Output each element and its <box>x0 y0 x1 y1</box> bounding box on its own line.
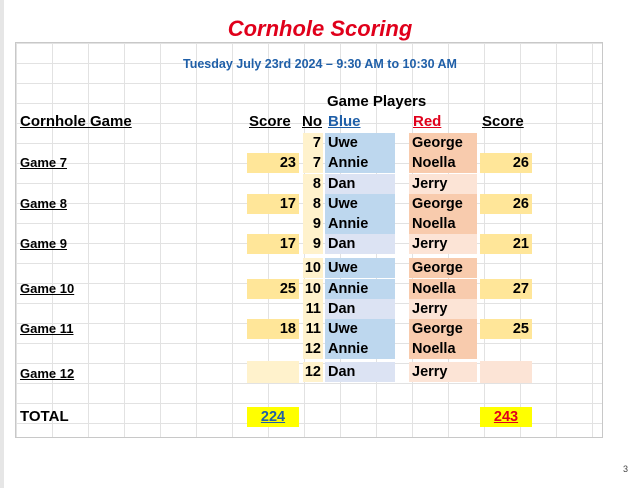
player-no: 12 <box>303 362 323 382</box>
red-player: Noella <box>409 153 477 173</box>
blue-player: Annie <box>325 339 395 359</box>
game-label: Game 8 <box>20 196 67 211</box>
red-player: Noella <box>409 214 477 234</box>
red-score[interactable]: 21 <box>480 234 532 254</box>
no-header: No <box>302 113 322 130</box>
red-header: Red <box>413 113 442 130</box>
player-no: 7 <box>303 153 323 173</box>
red-score[interactable]: 26 <box>480 194 532 214</box>
game-label: Game 9 <box>20 236 67 251</box>
red-player: Jerry <box>409 299 477 319</box>
game-label: Game 7 <box>20 155 67 170</box>
score-right-header: Score <box>482 113 524 130</box>
blue-score[interactable]: 18 <box>247 319 299 339</box>
blue-score[interactable]: 23 <box>247 153 299 173</box>
page-edge <box>0 0 4 488</box>
blue-player: Annie <box>325 279 395 299</box>
blue-score[interactable]: 17 <box>247 234 299 254</box>
red-score[interactable]: 25 <box>480 319 532 339</box>
score-left-header: Score <box>249 113 291 130</box>
game-label: Game 11 <box>20 321 74 336</box>
blue-player: Dan <box>325 362 395 382</box>
player-no: 8 <box>303 174 323 194</box>
blue-player: Annie <box>325 153 395 173</box>
red-player: Noella <box>409 339 477 359</box>
red-player: George <box>409 258 477 278</box>
blue-player: Dan <box>325 174 395 194</box>
blue-player: Dan <box>325 299 395 319</box>
red-player: Jerry <box>409 174 477 194</box>
total-label: TOTAL <box>20 408 69 425</box>
game-label: Game 10 <box>20 281 75 296</box>
red-player: Jerry <box>409 362 477 382</box>
blue-player: Dan <box>325 234 395 254</box>
player-no: 12 <box>303 339 323 359</box>
blue-player: Uwe <box>325 319 395 339</box>
blue-score[interactable]: 25 <box>247 279 299 299</box>
red-player: Noella <box>409 279 477 299</box>
red-player: George <box>409 133 477 153</box>
page-title: Cornhole Scoring <box>227 16 413 41</box>
game-label: Game 12 <box>20 366 75 381</box>
player-no: 10 <box>303 258 323 278</box>
player-no: 10 <box>303 279 323 299</box>
red-player: Jerry <box>409 234 477 254</box>
red-player: George <box>409 194 477 214</box>
blue-player: Annie <box>325 214 395 234</box>
player-no: 11 <box>303 299 323 319</box>
player-no: 8 <box>303 194 323 214</box>
blue-header: Blue <box>328 113 361 130</box>
player-no: 11 <box>303 319 323 339</box>
player-no: 9 <box>303 234 323 254</box>
cornhole-game-header: Cornhole Game <box>20 113 132 130</box>
event-subtitle: Tuesday July 23rd 2024 – 9:30 AM to 10:3… <box>183 57 457 71</box>
player-no: 9 <box>303 214 323 234</box>
game-players-header: Game Players <box>327 93 427 110</box>
blue-player: Uwe <box>325 133 395 153</box>
red-player: George <box>409 319 477 339</box>
red-score[interactable]: 27 <box>480 279 532 299</box>
red-total[interactable]: 243 <box>480 407 532 427</box>
blue-score[interactable] <box>247 361 299 383</box>
red-score[interactable] <box>480 361 532 383</box>
blue-total[interactable]: 224 <box>247 407 299 427</box>
page-number: 3 <box>622 464 628 474</box>
blue-player: Uwe <box>325 194 395 214</box>
blue-score[interactable]: 17 <box>247 194 299 214</box>
player-no: 7 <box>303 133 323 153</box>
blue-player: Uwe <box>325 258 395 278</box>
red-score[interactable]: 26 <box>480 153 532 173</box>
